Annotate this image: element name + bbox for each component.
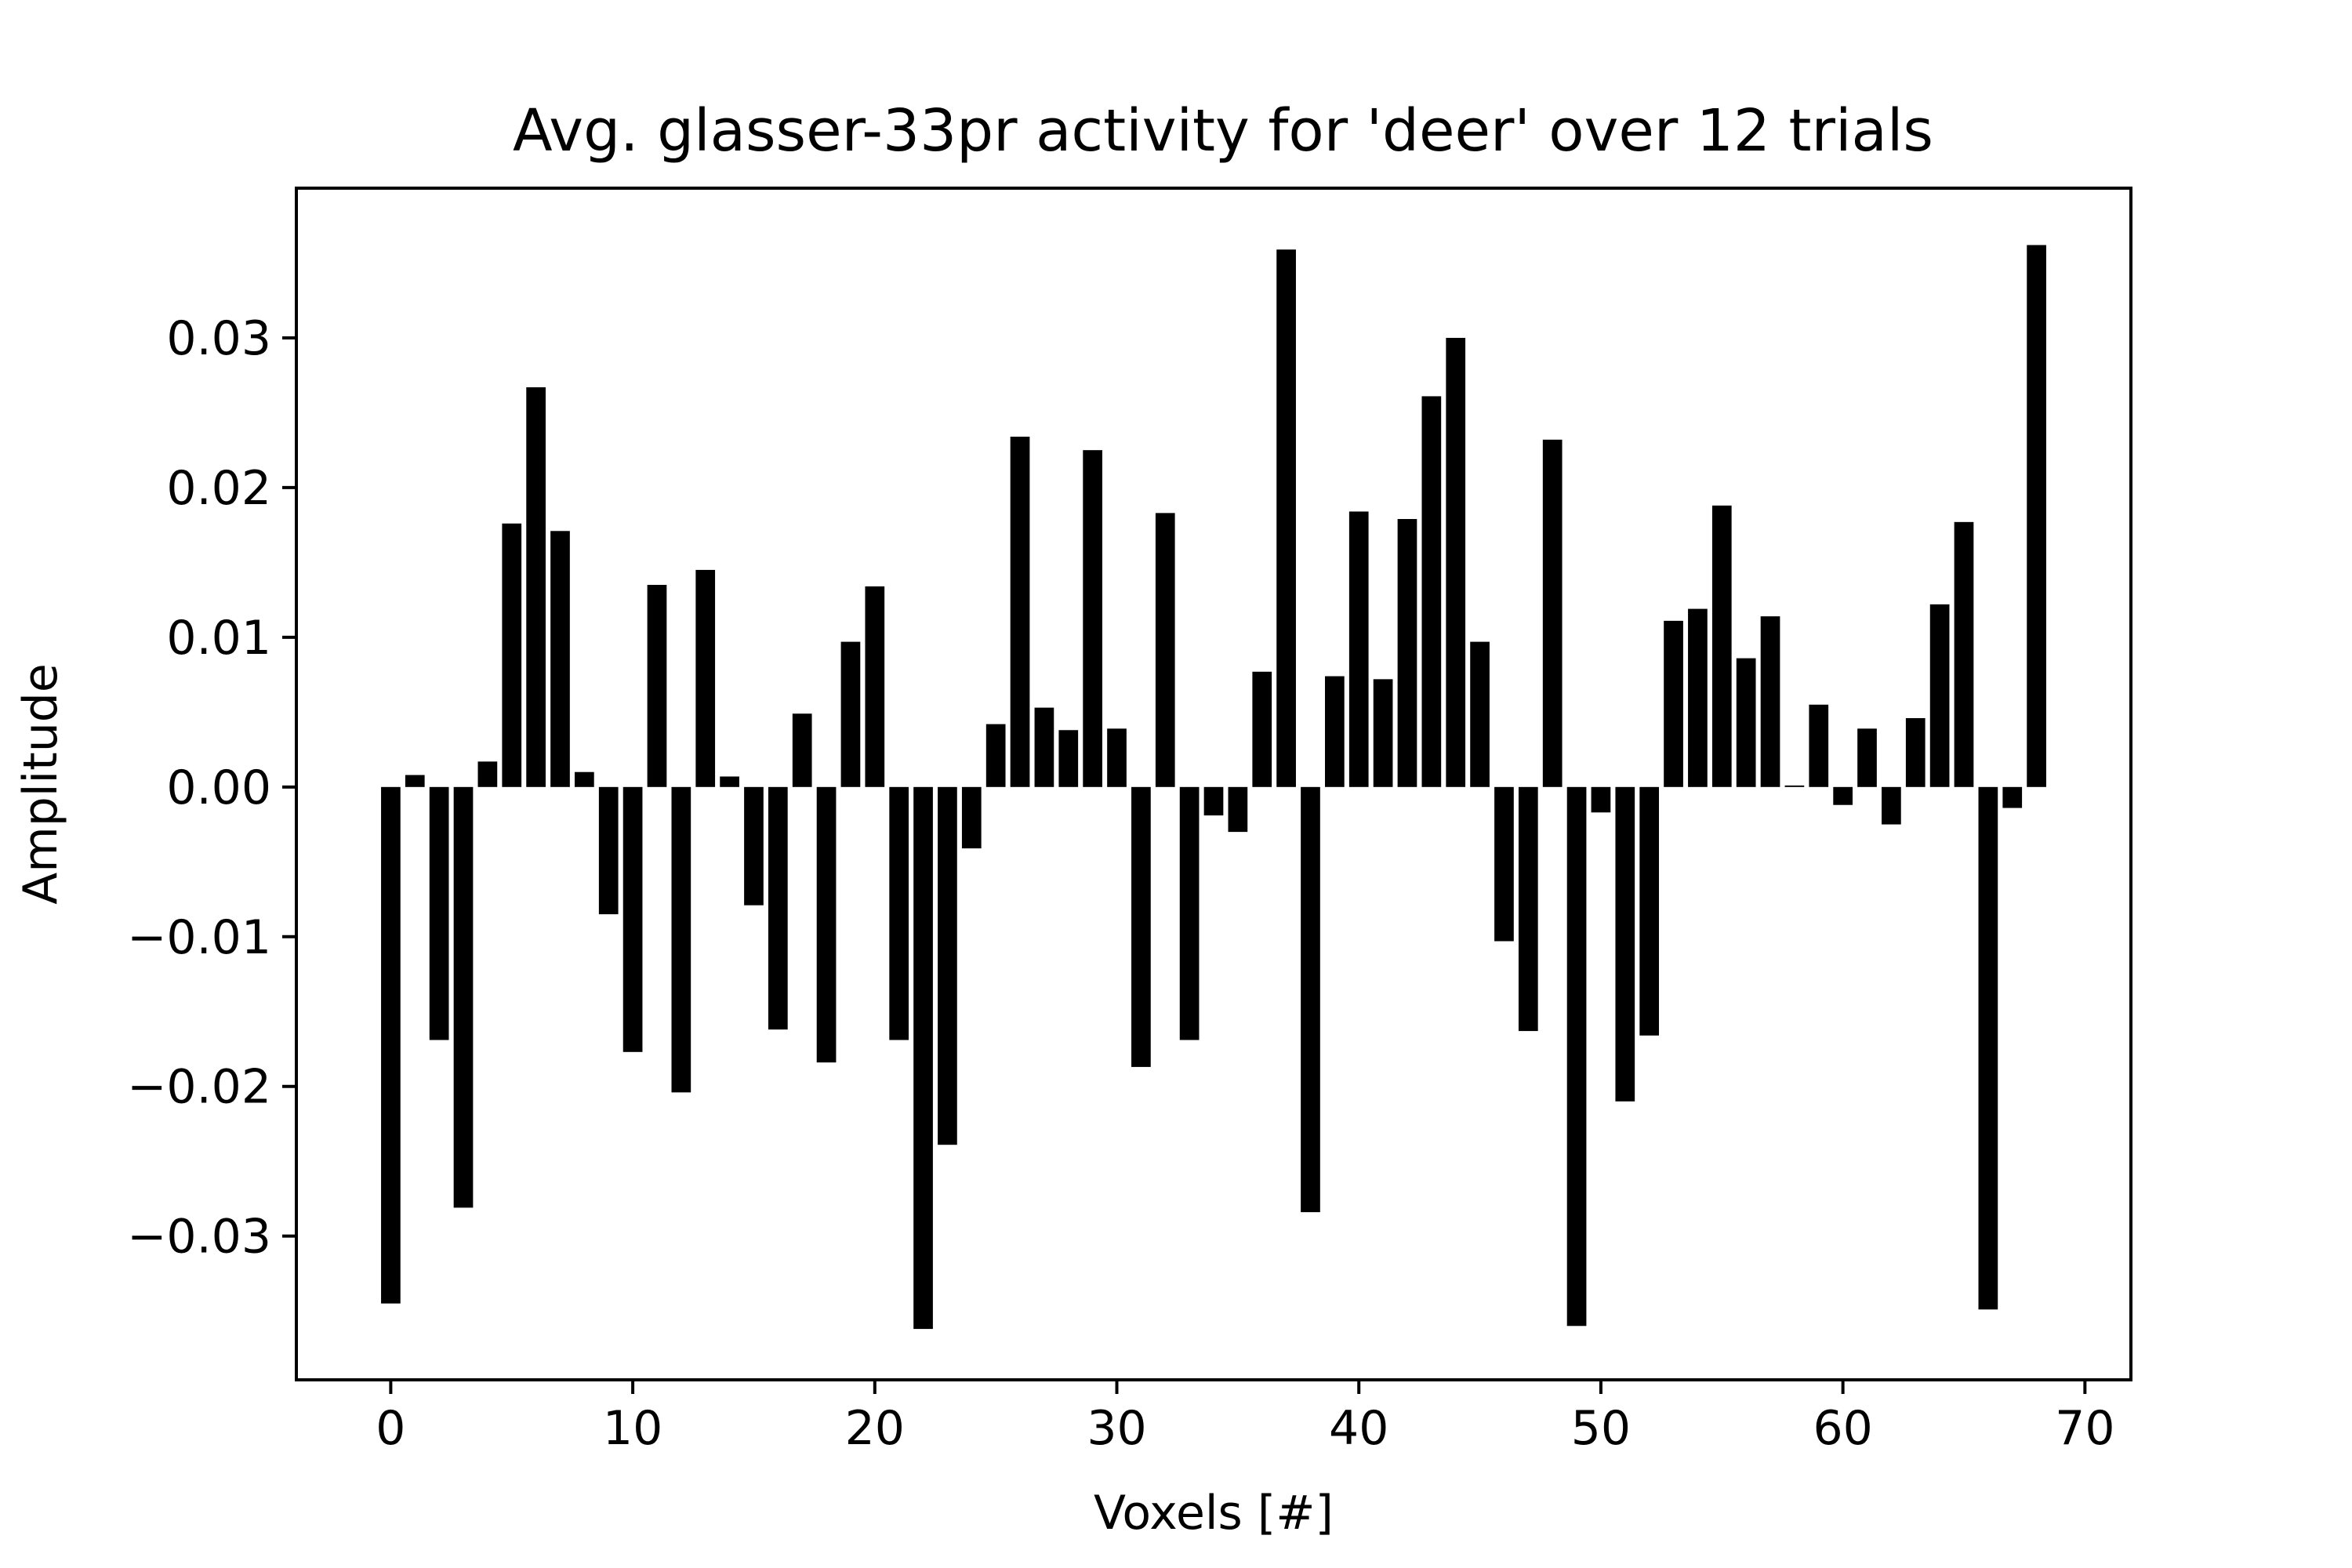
bar-voxel-23 (938, 786, 957, 1145)
y-tick-label: 0.03 (166, 311, 271, 366)
bar-voxel-6 (526, 387, 546, 787)
bar-voxel-47 (1518, 786, 1538, 1032)
bar-voxel-26 (1010, 436, 1030, 787)
y-tick-label: 0.00 (166, 760, 271, 815)
bar-voxel-62 (1882, 786, 1901, 825)
bar-voxel-59 (1809, 704, 1829, 787)
x-axis-label: Voxels [#] (1094, 1486, 1334, 1541)
bar-voxel-57 (1760, 616, 1780, 787)
bar-voxel-65 (1954, 521, 1974, 787)
bar-voxel-60 (1833, 786, 1853, 805)
bar-voxel-52 (1639, 786, 1660, 1036)
y-tick-label: 0.01 (166, 611, 271, 666)
bar-voxel-27 (1034, 707, 1054, 787)
bar-voxel-30 (1107, 728, 1127, 787)
y-tick-label: 0.02 (166, 461, 271, 516)
bar-voxel-45 (1470, 641, 1490, 787)
x-tick-label: 10 (603, 1401, 662, 1456)
bar-voxel-13 (695, 569, 716, 787)
x-tick-label: 20 (845, 1401, 905, 1456)
bar-voxel-0 (381, 786, 401, 1304)
bar-voxel-29 (1083, 450, 1102, 787)
bar-voxel-37 (1276, 249, 1296, 787)
x-tick-label: 40 (1329, 1401, 1388, 1456)
bar-voxel-10 (622, 786, 643, 1052)
bar-voxel-5 (502, 523, 522, 787)
bar-voxel-41 (1373, 679, 1393, 787)
x-tick-label: 30 (1087, 1401, 1146, 1456)
bar-voxel-48 (1542, 439, 1563, 787)
bar-voxel-33 (1179, 786, 1200, 1040)
bar-voxel-36 (1252, 671, 1272, 787)
bar-voxel-55 (1711, 505, 1732, 787)
bar-voxel-63 (1905, 717, 1926, 787)
x-tick-label: 0 (376, 1401, 405, 1456)
x-tick-label: 70 (2055, 1401, 2114, 1456)
y-axis-label: Amplitude (13, 663, 68, 904)
bar-voxel-58 (1784, 785, 1805, 787)
x-tick-label: 60 (1813, 1401, 1872, 1456)
bar-voxel-4 (477, 761, 498, 787)
y-tick-label: −0.01 (127, 910, 271, 965)
bar-voxel-64 (1929, 604, 1950, 787)
bar-voxel-9 (598, 786, 619, 915)
bar-voxel-22 (913, 786, 933, 1330)
bar-voxel-39 (1325, 676, 1345, 787)
bar-voxel-34 (1203, 786, 1224, 816)
x-tick-label: 50 (1571, 1401, 1631, 1456)
bar-voxel-51 (1615, 786, 1635, 1102)
bar-voxel-28 (1058, 730, 1079, 787)
y-tick-label: −0.03 (127, 1210, 271, 1265)
y-axis-ticks: 0.03 0.02 0.01 0.00 −0.01 −0.02 −0.03 (127, 311, 296, 1265)
bar-voxel-32 (1155, 513, 1175, 787)
bar-voxel-12 (671, 786, 691, 1093)
plot-frame (295, 187, 2132, 1381)
bar-voxel-7 (550, 531, 570, 787)
bar-voxel-44 (1446, 337, 1466, 787)
bar-voxel-2 (429, 786, 449, 1040)
bar-voxel-56 (1736, 658, 1756, 787)
bar-voxel-11 (647, 585, 667, 787)
bar-series (381, 245, 2046, 1330)
bar-voxel-20 (865, 586, 885, 787)
bar-voxel-19 (840, 641, 861, 787)
bar-voxel-50 (1591, 786, 1611, 813)
chart-title: Avg. glasser-33pr activity for 'deer' ov… (513, 97, 1933, 165)
bar-voxel-3 (453, 786, 474, 1208)
bar-voxel-35 (1228, 786, 1248, 833)
bar-voxel-16 (768, 786, 788, 1030)
bar-voxel-61 (1857, 728, 1877, 787)
bar-voxel-17 (792, 713, 812, 787)
bar-voxel-8 (575, 771, 594, 787)
y-tick-label: −0.02 (127, 1060, 271, 1115)
x-axis-ticks: 0 10 20 30 40 50 60 70 (376, 1380, 2115, 1456)
bar-voxel-21 (889, 786, 909, 1040)
bar-voxel-54 (1688, 608, 1708, 787)
bar-voxel-46 (1494, 786, 1514, 942)
bar-voxel-25 (985, 724, 1006, 787)
bar-voxel-15 (744, 786, 764, 906)
bar-voxel-14 (720, 776, 739, 787)
bar-voxel-66 (1978, 786, 1998, 1310)
bar-voxel-1 (405, 775, 425, 787)
bar-voxel-53 (1664, 620, 1683, 787)
bar-voxel-24 (961, 786, 982, 849)
bar-voxel-40 (1348, 511, 1369, 787)
bar-voxel-49 (1566, 786, 1587, 1327)
bar-voxel-43 (1421, 396, 1442, 787)
bar-voxel-38 (1301, 786, 1320, 1213)
bar-voxel-42 (1397, 519, 1417, 787)
bar-voxel-67 (2002, 786, 2023, 808)
bar-voxel-18 (816, 786, 837, 1063)
bar-voxel-68 (2027, 245, 2046, 787)
bar-voxel-31 (1131, 786, 1151, 1067)
